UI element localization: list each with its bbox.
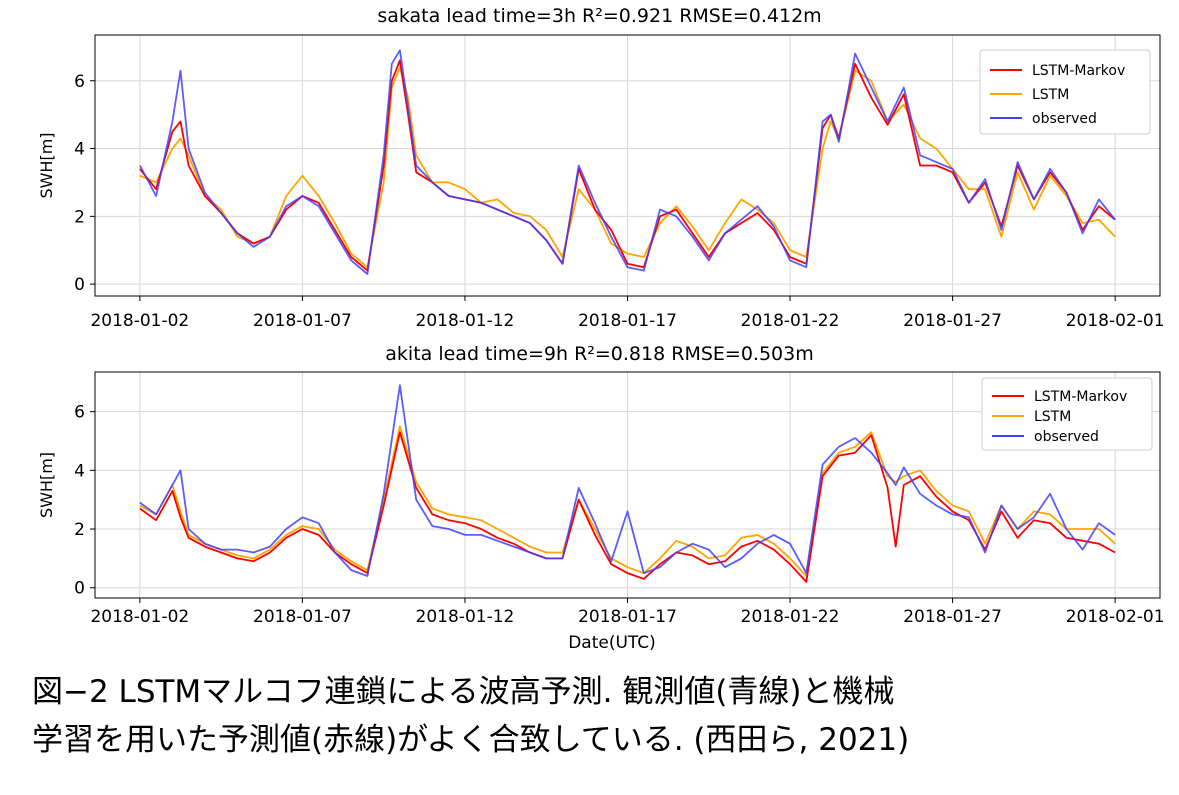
x-tick-label: 2018-01-17 xyxy=(578,607,677,627)
y-tick-label: 4 xyxy=(74,140,85,160)
series-line-lstm xyxy=(139,66,1116,269)
legend-label: observed xyxy=(1034,429,1099,445)
legend-label: LSTM-Markov xyxy=(1032,63,1125,79)
legend-box xyxy=(979,49,1151,135)
x-tick-label: 2018-01-12 xyxy=(416,311,515,331)
legend-label: LSTM xyxy=(1032,87,1069,103)
series-line-observed xyxy=(139,49,1116,275)
series-line-observed xyxy=(139,384,1116,577)
y-axis-label: SWH[m] xyxy=(37,452,56,518)
x-tick-label: 2018-01-27 xyxy=(903,311,1002,331)
y-tick-label: 2 xyxy=(74,207,85,227)
legend-label: LSTM-Markov xyxy=(1034,389,1127,405)
x-tick-label: 2018-01-22 xyxy=(741,311,840,331)
legend: LSTM-Markov LSTM observed xyxy=(979,49,1151,135)
x-axis-label: Date(UTC) xyxy=(568,633,656,653)
y-tick-label: 2 xyxy=(74,520,85,540)
legend-label: observed xyxy=(1032,111,1097,127)
x-tick-label: 2018-01-17 xyxy=(578,311,677,331)
figure-caption: 図−2 LSTMマルコフ連鎖による波高予測. 観測値(青線)と機械 学習を用いた… xyxy=(32,668,1172,764)
legend: LSTM-Markov LSTM observed xyxy=(981,377,1153,451)
x-tick-label: 2018-02-01 xyxy=(1066,311,1165,331)
caption-line-1: 図−2 LSTMマルコフ連鎖による波高予測. 観測値(青線)と機械 xyxy=(32,674,895,710)
chart-title: sakata lead time=3h R²=0.921 RMSE=0.412m xyxy=(377,5,821,27)
y-tick-label: 4 xyxy=(74,461,85,481)
chart-title: akita lead time=9h R²=0.818 RMSE=0.503m xyxy=(385,343,813,365)
x-tick-label: 2018-01-02 xyxy=(90,311,189,331)
chart-panel-1: 0 2 4 6 2018-01-02 2018-01-07 2018-01-12 2018-0… xyxy=(37,5,1165,331)
series-line-lstm xyxy=(139,425,1116,577)
x-tick-label: 2018-01-12 xyxy=(416,607,515,627)
legend-label: LSTM xyxy=(1034,409,1071,425)
caption-line-2: 学習を用いた予測値(赤線)がよく合致している. (西田ら, 2021) xyxy=(32,722,910,758)
y-tick-label: 0 xyxy=(74,275,85,295)
y-tick-label: 6 xyxy=(74,403,85,423)
x-tick-label: 2018-01-22 xyxy=(741,607,840,627)
series-line-lstm-markov xyxy=(139,59,1116,272)
x-tick-label: 2018-01-02 xyxy=(90,607,189,627)
chart-panel-2: 0 2 4 6 2018-01-02 2018-01-07 2018-01-12 2018-0… xyxy=(37,343,1165,653)
plot-border xyxy=(94,371,1161,599)
x-tick-label: 2018-02-01 xyxy=(1066,607,1165,627)
x-tick-label: 2018-01-27 xyxy=(903,607,1002,627)
y-tick-label: 0 xyxy=(74,579,85,599)
x-tick-label: 2018-01-07 xyxy=(253,311,352,331)
figure: 0 2 4 6 2018-01-02 2018-01-07 2018-01-12 2018-0… xyxy=(37,5,1165,653)
x-tick-label: 2018-01-07 xyxy=(253,607,352,627)
legend-box xyxy=(981,377,1153,451)
y-tick-label: 6 xyxy=(74,72,85,92)
plot-border xyxy=(94,34,1161,297)
y-axis-label: SWH[m] xyxy=(37,132,56,198)
series-line-lstm-markov xyxy=(139,431,1116,583)
